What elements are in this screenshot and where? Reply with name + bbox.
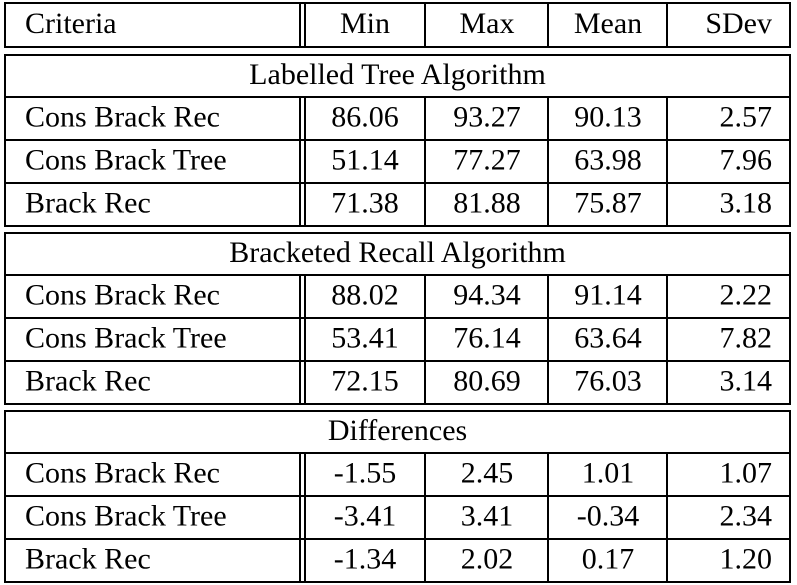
- cell: Criteria: [25, 7, 117, 40]
- cell: Cons Brack Tree: [25, 499, 227, 532]
- cell: 7.96: [720, 143, 773, 176]
- cell: 2.45: [461, 456, 514, 489]
- header-box: [4, 2, 791, 48]
- cell: 1.07: [720, 456, 773, 489]
- cell: 1.01: [582, 456, 635, 489]
- cell: 2.57: [720, 100, 773, 133]
- cell: -1.34: [334, 542, 397, 575]
- cell: 3.18: [720, 186, 773, 219]
- cell: 75.87: [574, 186, 642, 219]
- cell: 51.14: [331, 143, 399, 176]
- cell: 86.06: [331, 100, 399, 133]
- cell: 3.41: [461, 499, 514, 532]
- cell: 0.17: [582, 542, 635, 575]
- cell: 76.03: [574, 364, 642, 397]
- cell: 81.88: [453, 186, 521, 219]
- cell: 91.14: [574, 278, 642, 311]
- cell: Mean: [574, 7, 642, 40]
- cell: 80.69: [453, 364, 521, 397]
- cell: Brack Rec: [25, 542, 151, 575]
- cell: 72.15: [331, 364, 399, 397]
- cell: Cons Brack Tree: [25, 321, 227, 354]
- cell: 1.20: [720, 542, 773, 575]
- cell: 2.02: [461, 542, 514, 575]
- cell: 2.34: [720, 499, 773, 532]
- cell: 93.27: [453, 100, 521, 133]
- section-title: Bracketed Recall Algorithm: [229, 236, 566, 269]
- cell: 94.34: [453, 278, 521, 311]
- cell: 76.14: [453, 321, 521, 354]
- cell: Brack Rec: [25, 364, 151, 397]
- cell: Max: [460, 7, 515, 40]
- cell: Cons Brack Rec: [25, 456, 220, 489]
- cell: 7.82: [720, 321, 773, 354]
- cell: 53.41: [331, 321, 399, 354]
- cell: Min: [340, 7, 390, 40]
- cell: 3.14: [720, 364, 773, 397]
- section-title: Differences: [328, 414, 467, 447]
- cell: 2.22: [720, 278, 773, 311]
- cell: 63.64: [574, 321, 642, 354]
- cell: 77.27: [453, 143, 521, 176]
- cell: Brack Rec: [25, 186, 151, 219]
- cell: Cons Brack Tree: [25, 143, 227, 176]
- cell: 63.98: [574, 143, 642, 176]
- cell: Cons Brack Rec: [25, 278, 220, 311]
- cell: 90.13: [574, 100, 642, 133]
- cell: 71.38: [331, 186, 399, 219]
- cell: -1.55: [334, 456, 397, 489]
- section-title: Labelled Tree Algorithm: [249, 58, 546, 91]
- cell: SDev: [705, 7, 772, 40]
- cell: -0.34: [577, 499, 640, 532]
- cell: Cons Brack Rec: [25, 100, 220, 133]
- cell: 88.02: [331, 278, 399, 311]
- cell: -3.41: [334, 499, 397, 532]
